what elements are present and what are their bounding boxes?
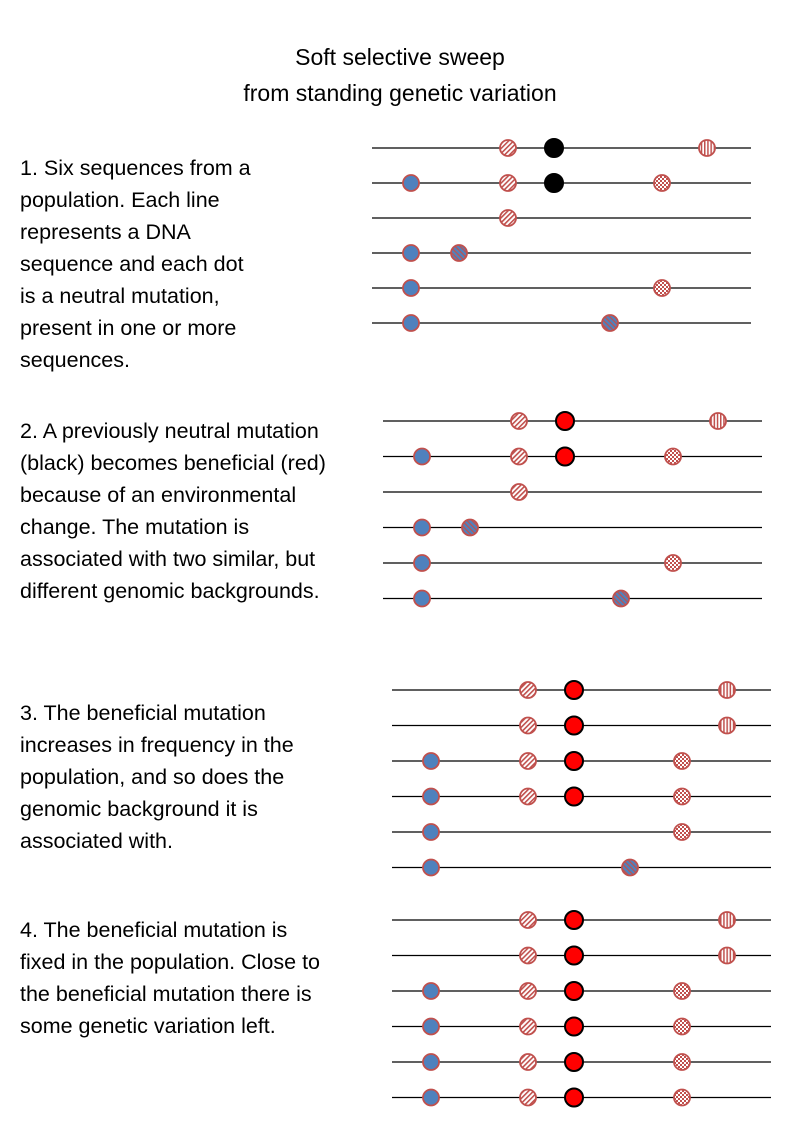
neutral-mutation-dot	[413, 554, 431, 572]
beneficial-mutation-dot	[564, 981, 584, 1001]
neutral-mutation-dot	[422, 1088, 440, 1107]
step-3-line: population, and so does the	[20, 765, 285, 789]
neutral-mutation-dot	[718, 911, 736, 929]
beneficial-mutation-dot	[564, 751, 584, 771]
step-4-text: 4. The beneficial mutation is fixed in t…	[20, 914, 320, 1042]
step-1-line: is a neutral mutation,	[20, 284, 220, 308]
neutral-mutation-dot	[422, 858, 440, 877]
beneficial-mutation-dot	[564, 786, 584, 807]
beneficial-mutation-dot	[564, 1052, 584, 1072]
step-3-line: increases in frequency in the	[20, 733, 294, 757]
neutral-mutation-dot	[612, 589, 630, 608]
neutral-mutation-dot	[422, 823, 440, 841]
neutral-mutation-dot	[519, 1017, 537, 1036]
beneficial-mutation-dot	[564, 910, 584, 930]
neutral-mutation-dot	[402, 279, 420, 297]
step-1-line: represents a DNA	[20, 220, 191, 244]
neutral-mutation-dot	[422, 752, 440, 770]
step-2-line: (black) becomes beneficial (red)	[20, 451, 326, 475]
neutral-mutation-dot	[413, 518, 431, 537]
step-3-text: 3. The beneficial mutation increases in …	[20, 697, 294, 857]
step-3-line: associated with.	[20, 829, 173, 853]
neutral-mutation-dot	[519, 946, 537, 965]
neutral-mutation-dot	[519, 1053, 537, 1071]
neutral-mutation-dot	[499, 139, 517, 157]
neutral-mutation-dot	[461, 518, 479, 537]
beneficial-mutation-dot	[564, 1087, 584, 1108]
neutral-mutation-dot	[413, 447, 431, 466]
neutral-mutation-dot	[718, 716, 736, 735]
neutral-mutation-dot	[673, 752, 691, 770]
step-1-line: sequences.	[20, 348, 130, 372]
neutral-mutation-dot	[510, 412, 528, 430]
step-2-line: 2. A previously neutral mutation	[20, 419, 319, 443]
neutral-mutation-dot	[510, 483, 528, 501]
neutral-mutation-dot	[718, 681, 736, 699]
neutral-mutation-dot	[673, 787, 691, 806]
neutral-mutation-dot	[698, 139, 716, 157]
neutral-mutation-dot	[422, 1017, 440, 1036]
neutral-mutation-dot	[664, 447, 682, 466]
neutral-mutation-dot	[402, 244, 420, 262]
step-4-line: fixed in the population. Close to	[20, 950, 321, 974]
neutral-mutation-dot	[519, 752, 537, 770]
neutral-mutation-dot	[601, 314, 619, 332]
beneficial-mutation-dot	[564, 945, 584, 966]
step-1-line: present in one or more	[20, 316, 237, 340]
beneficial-mutation-dot	[555, 446, 575, 467]
step-3-line: genomic background it is	[20, 797, 258, 821]
neutral-mutation-dot	[709, 412, 727, 430]
neutral-mutation-dot	[673, 982, 691, 1000]
step-4-line: the beneficial mutation there is	[20, 982, 312, 1006]
neutral-mutation-dot	[664, 554, 682, 572]
neutral-mutation-dot	[519, 911, 537, 929]
step-3-line: 3. The beneficial mutation	[20, 701, 266, 725]
beneficial-mutation-dot	[555, 411, 575, 431]
step-4-line: 4. The beneficial mutation is	[20, 918, 288, 942]
neutral-mutation-dot	[499, 174, 517, 192]
neutral-mutation-dot	[718, 946, 736, 965]
step-2-line: associated with two similar, but	[20, 547, 316, 571]
neutral-mutation-dot	[673, 1017, 691, 1036]
beneficial-mutation-dot	[564, 715, 584, 736]
neutral-mutation-dot	[673, 1088, 691, 1107]
previously-neutral-mutation-dot	[544, 173, 564, 193]
neutral-mutation-dot	[653, 174, 671, 192]
neutral-mutation-dot	[673, 1053, 691, 1071]
step-1-line: 1. Six sequences from a	[20, 156, 251, 180]
title-line-1: Soft selective sweep	[295, 44, 505, 70]
step-4-line: some genetic variation left.	[20, 1014, 276, 1038]
neutral-mutation-dot	[621, 858, 639, 877]
neutral-mutation-dot	[499, 209, 517, 227]
neutral-mutation-dot	[422, 982, 440, 1000]
beneficial-mutation-dot	[564, 1016, 584, 1037]
neutral-mutation-dot	[413, 589, 431, 608]
step-1-text: 1. Six sequences from a population. Each…	[20, 152, 251, 376]
neutral-mutation-dot	[402, 174, 420, 192]
neutral-mutation-dot	[422, 1053, 440, 1071]
step-2-line: change. The mutation is	[20, 515, 250, 539]
beneficial-mutation-dot	[564, 680, 584, 700]
neutral-mutation-dot	[519, 716, 537, 735]
neutral-mutation-dot	[519, 1088, 537, 1107]
step-2-line: different genomic backgrounds.	[20, 579, 320, 603]
previously-neutral-mutation-dot	[544, 138, 564, 158]
step-2-line: because of an environmental	[20, 483, 297, 507]
step-1-line: sequence and each dot	[20, 252, 244, 276]
step-2-text: 2. A previously neutral mutation (black)…	[20, 415, 326, 607]
neutral-mutation-dot	[422, 787, 440, 806]
neutral-mutation-dot	[510, 447, 528, 466]
neutral-mutation-dot	[653, 279, 671, 297]
neutral-mutation-dot	[519, 787, 537, 806]
neutral-mutation-dot	[519, 982, 537, 1000]
neutral-mutation-dot	[673, 823, 691, 841]
neutral-mutation-dot	[519, 681, 537, 699]
neutral-mutation-dot	[402, 314, 420, 332]
title-line-2: from standing genetic variation	[243, 80, 557, 106]
neutral-mutation-dot	[450, 244, 468, 262]
step-1-line: population. Each line	[20, 188, 220, 212]
